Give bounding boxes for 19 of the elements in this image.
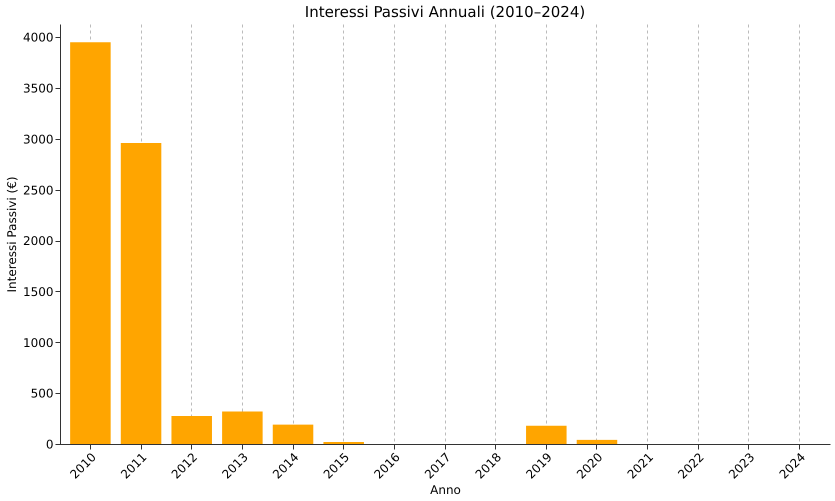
y-tick-label: 2000 (22, 234, 54, 248)
chart-title: Interessi Passivi Annuali (2010–2024) (304, 3, 586, 21)
y-tick-label: 500 (30, 386, 54, 401)
bar (526, 426, 567, 444)
bar (272, 424, 314, 444)
y-tick-label: 0 (46, 438, 54, 452)
y-tick-label: 3500 (22, 82, 54, 96)
y-tick-label: 3000 (22, 132, 54, 146)
y-axis-title: Interessi Passivi (€) (4, 176, 19, 293)
y-tick-label: 4000 (22, 30, 54, 45)
y-tick-label: 2500 (22, 183, 54, 198)
y-tick-label: 1000 (22, 336, 54, 350)
bar (120, 142, 162, 444)
bar (171, 416, 212, 444)
bar (70, 42, 111, 444)
bar (576, 440, 618, 444)
y-tick-label: 1500 (22, 284, 54, 299)
x-axis-title: Anno (430, 482, 461, 497)
bar (222, 411, 263, 444)
